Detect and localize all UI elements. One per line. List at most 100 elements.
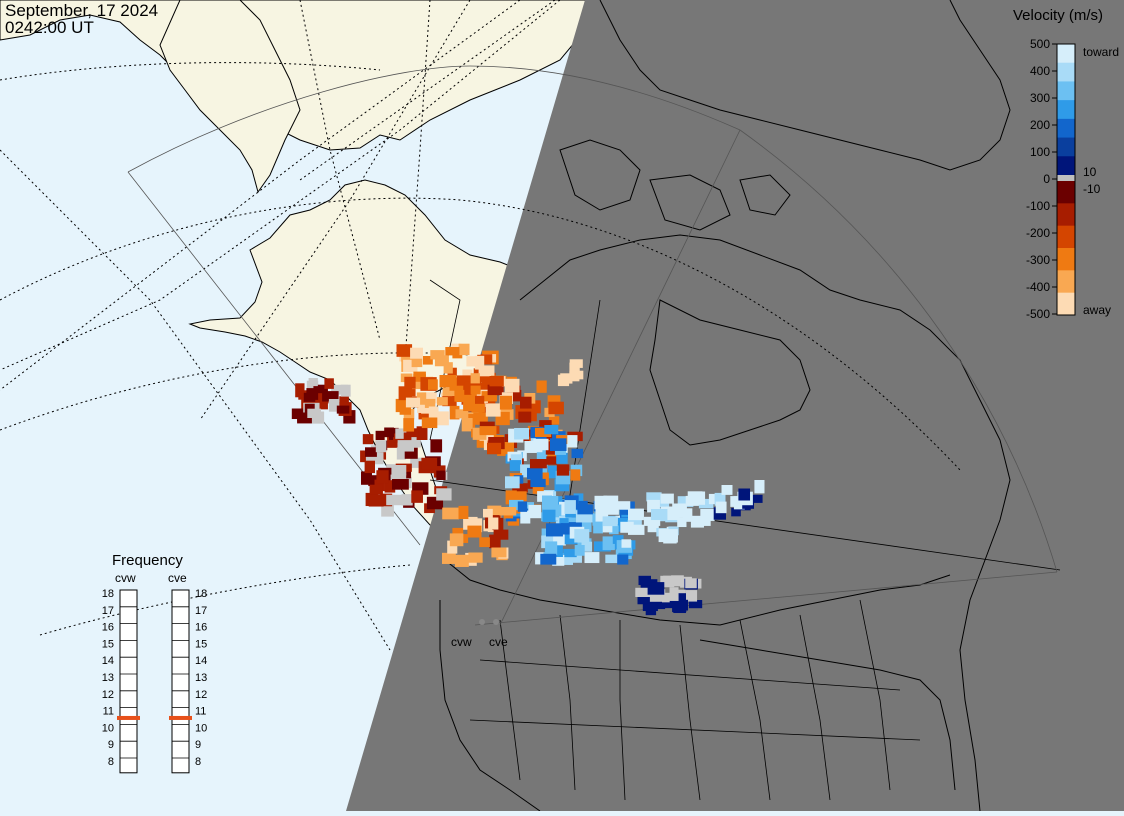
frequency-scale-label: 10 [195,722,207,734]
frequency-scale-label: 14 [102,655,114,667]
legend-swatch [1057,203,1075,227]
frequency-station-cvw: cvw [115,571,136,585]
radar-return-cell [603,495,619,507]
radar-return-cell [396,344,413,357]
radar-return-cell [455,409,469,419]
radar-return-cell [677,496,694,507]
radar-return-cell [331,384,348,395]
radar-return-cell [481,391,498,402]
radar-return-cell [520,510,531,524]
radar-return-cell [550,438,567,451]
radar-return-cell [442,552,456,564]
radar-return-cell [424,398,436,408]
legend-swatch [1057,156,1075,176]
station-label-cve: cve [489,635,508,649]
radar-return-cell [392,479,409,490]
radar-return-cell [442,507,460,520]
frequency-scale-label: 18 [195,588,207,600]
state-province-borders [429,279,1061,801]
radar-return-cell [428,406,439,419]
radar-return-cell [505,490,517,505]
radar-return-cell [700,509,715,521]
radar-return-cell [560,523,572,535]
radar-return-cell [535,427,552,438]
legend-swatch [1057,44,1075,64]
radar-return-cell [553,545,563,557]
radar-return-cell [574,545,585,556]
cve-station-marker [493,619,499,625]
radar-return-cell [489,376,504,387]
radar-return-cell [303,392,316,402]
radar-return-cell [479,537,490,548]
away-label: away [1083,303,1111,317]
radar-return-cell [399,405,412,415]
radar-return-cell [671,575,684,587]
radar-return-cell [692,491,706,505]
radar-return-cell [594,541,611,552]
cvw-station-marker [479,619,485,625]
radar-return-cell [672,503,686,518]
radar-return-cell [466,356,483,367]
radar-return-cell [510,454,523,465]
radar-return-cell [410,457,426,468]
radar-return-cell [369,484,383,495]
velocity-tick-label: -400 [1026,280,1050,294]
radar-return-cell [384,427,394,438]
radar-return-cell [395,428,408,439]
radar-return-cell [478,365,495,377]
radar-return-cell [487,442,502,455]
frequency-scale-label: 12 [102,689,114,701]
radar-return-cell [540,553,557,565]
frequency-scale-label: 13 [195,672,207,684]
radar-return-cell [628,524,645,535]
radar-return-cell [536,380,547,393]
radar-return-cell [564,500,576,514]
frequency-scale-label: 14 [195,655,207,667]
radar-return-cell [421,392,437,404]
velocity-tick-label: 500 [1030,37,1050,51]
radar-return-cell [535,552,545,565]
velocity-legend-title: Velocity (m/s) [1013,7,1103,24]
radar-return-cell [365,452,381,464]
radar-return-cell [509,460,522,471]
radar-return-cell [491,547,507,558]
frequency-scale-label: 9 [108,739,114,751]
radar-return-cell [542,509,556,523]
radar-return-cell [593,521,603,534]
radar-return-cell [493,529,509,540]
radar-return-cell [458,343,470,356]
radar-return-cell [384,480,396,493]
radar-return-cell [536,448,548,463]
radar-return-cell [640,594,657,604]
radar-return-cell [602,516,618,527]
legend-swatch [1057,100,1075,120]
radar-return-cell [471,404,485,413]
radar-return-cell [569,552,582,563]
radar-return-cell [663,575,674,586]
radar-return-cell [556,464,570,476]
radar-return-cell [362,434,374,445]
legend-swatch [1057,292,1075,316]
station-label-cvw: cvw [451,635,472,649]
radar-return-cell [698,498,714,509]
radar-return-cell [577,504,593,515]
frequency-scale-label: 8 [108,756,114,768]
radar-return-cell [605,505,619,515]
radar-return-cell [376,470,389,484]
radar-return-cell [731,507,741,517]
radar-return-cell [530,459,547,469]
radar-return-cell [375,430,385,441]
radar-return-cell [512,483,528,493]
radar-return-cell [436,470,446,481]
radar-return-cell [375,440,387,453]
radar-return-cell [421,417,438,429]
radar-return-cell [520,396,532,409]
radar-return-cell [413,371,426,382]
radar-return-cell [470,385,481,395]
radar-return-cell [416,426,428,441]
radar-return-cell [514,428,530,440]
velocity-tick-label: -100 [1026,199,1050,213]
radar-return-cell [295,383,305,398]
radar-return-cell [542,495,553,509]
radar-return-cell [386,494,403,506]
